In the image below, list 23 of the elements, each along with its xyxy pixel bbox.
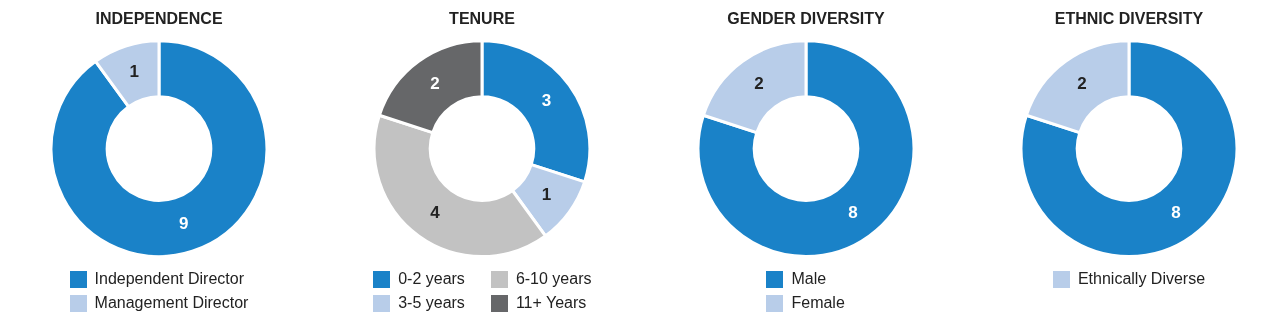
data-label: 9 bbox=[178, 214, 189, 234]
legend-label: Female bbox=[791, 294, 845, 312]
data-label: 4 bbox=[430, 202, 441, 222]
legend-label: Ethnically Diverse bbox=[1077, 270, 1206, 288]
chart-title: GENDER DIVERSITY bbox=[726, 10, 885, 28]
legend-label: 6-10 years bbox=[515, 270, 592, 288]
legend-label: Management Director bbox=[94, 294, 249, 312]
legend-label: Male bbox=[791, 270, 827, 288]
data-label: 3 bbox=[542, 91, 552, 111]
chart-title: TENURE bbox=[449, 10, 516, 28]
data-label: 2 bbox=[753, 73, 764, 93]
data-label: 2 bbox=[1077, 73, 1087, 93]
data-label: 2 bbox=[430, 73, 441, 93]
legend-label: Independent Director bbox=[94, 270, 245, 288]
data-label: 8 bbox=[1171, 202, 1181, 222]
data-label: 1 bbox=[129, 62, 140, 82]
legend-label: 0-2 years bbox=[398, 270, 465, 288]
legend-label: 3-5 years bbox=[398, 294, 465, 312]
data-label: 8 bbox=[847, 202, 858, 222]
legend-label: 11+ Years bbox=[515, 294, 587, 312]
data-label: 1 bbox=[542, 185, 552, 205]
chart-title: ETHNIC DIVERSITY bbox=[1054, 10, 1204, 28]
chart-title: INDEPENDENCE bbox=[95, 10, 223, 28]
